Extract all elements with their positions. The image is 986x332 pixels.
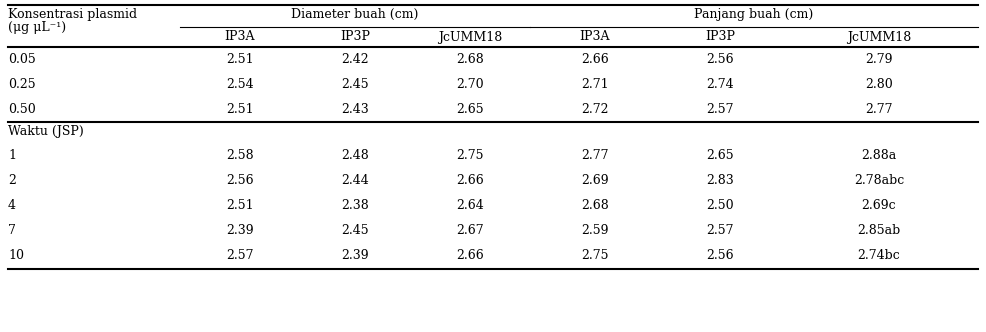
Text: 10: 10 <box>8 249 24 262</box>
Text: 2.57: 2.57 <box>226 249 253 262</box>
Text: 2.67: 2.67 <box>457 224 484 237</box>
Text: IP3A: IP3A <box>225 31 255 43</box>
Text: 2.88a: 2.88a <box>862 149 896 162</box>
Text: 2.72: 2.72 <box>582 103 608 116</box>
Text: 2.48: 2.48 <box>341 149 369 162</box>
Text: 0.50: 0.50 <box>8 103 35 116</box>
Text: Panjang buah (cm): Panjang buah (cm) <box>694 8 813 21</box>
Text: 2.66: 2.66 <box>457 249 484 262</box>
Text: 2.57: 2.57 <box>706 103 734 116</box>
Text: 7: 7 <box>8 224 16 237</box>
Text: 2.66: 2.66 <box>457 174 484 187</box>
Text: IP3P: IP3P <box>340 31 370 43</box>
Text: 2.54: 2.54 <box>226 78 253 91</box>
Text: 2.39: 2.39 <box>226 224 253 237</box>
Text: Waktu (JSP): Waktu (JSP) <box>8 125 84 138</box>
Text: 4: 4 <box>8 199 16 212</box>
Text: 2.78abc: 2.78abc <box>854 174 904 187</box>
Text: 1: 1 <box>8 149 16 162</box>
Text: 2.64: 2.64 <box>457 199 484 212</box>
Text: IP3P: IP3P <box>705 31 735 43</box>
Text: 2.51: 2.51 <box>226 103 253 116</box>
Text: 2.65: 2.65 <box>706 149 734 162</box>
Text: 2.68: 2.68 <box>457 53 484 66</box>
Text: 2.80: 2.80 <box>865 78 893 91</box>
Text: 2.68: 2.68 <box>581 199 609 212</box>
Text: 2.75: 2.75 <box>457 149 484 162</box>
Text: 2.57: 2.57 <box>706 224 734 237</box>
Text: 2.56: 2.56 <box>706 249 734 262</box>
Text: 2.45: 2.45 <box>341 78 369 91</box>
Text: 2.85ab: 2.85ab <box>858 224 900 237</box>
Text: 2: 2 <box>8 174 16 187</box>
Text: 2.44: 2.44 <box>341 174 369 187</box>
Text: 2.77: 2.77 <box>866 103 892 116</box>
Text: 2.75: 2.75 <box>582 249 608 262</box>
Text: IP3A: IP3A <box>580 31 610 43</box>
Text: 2.71: 2.71 <box>581 78 608 91</box>
Text: 2.70: 2.70 <box>457 78 484 91</box>
Text: JcUMM18: JcUMM18 <box>847 31 911 43</box>
Text: (μg μL⁻¹): (μg μL⁻¹) <box>8 21 66 34</box>
Text: 0.05: 0.05 <box>8 53 35 66</box>
Text: 2.38: 2.38 <box>341 199 369 212</box>
Text: 2.51: 2.51 <box>226 53 253 66</box>
Text: 2.59: 2.59 <box>582 224 608 237</box>
Text: 2.56: 2.56 <box>226 174 253 187</box>
Text: 2.42: 2.42 <box>341 53 369 66</box>
Text: JcUMM18: JcUMM18 <box>438 31 502 43</box>
Text: 2.65: 2.65 <box>457 103 484 116</box>
Text: 2.51: 2.51 <box>226 199 253 212</box>
Text: 2.58: 2.58 <box>226 149 253 162</box>
Text: 2.50: 2.50 <box>706 199 734 212</box>
Text: 2.74bc: 2.74bc <box>858 249 900 262</box>
Text: 2.83: 2.83 <box>706 174 734 187</box>
Text: 2.69c: 2.69c <box>862 199 896 212</box>
Text: 2.39: 2.39 <box>341 249 369 262</box>
Text: Konsentrasi plasmid: Konsentrasi plasmid <box>8 8 137 21</box>
Text: 2.69: 2.69 <box>581 174 608 187</box>
Text: 2.43: 2.43 <box>341 103 369 116</box>
Text: 0.25: 0.25 <box>8 78 35 91</box>
Text: 2.45: 2.45 <box>341 224 369 237</box>
Text: 2.74: 2.74 <box>706 78 734 91</box>
Text: Diameter buah (cm): Diameter buah (cm) <box>291 8 419 21</box>
Text: 2.66: 2.66 <box>581 53 609 66</box>
Text: 2.79: 2.79 <box>866 53 892 66</box>
Text: 2.56: 2.56 <box>706 53 734 66</box>
Text: 2.77: 2.77 <box>582 149 608 162</box>
